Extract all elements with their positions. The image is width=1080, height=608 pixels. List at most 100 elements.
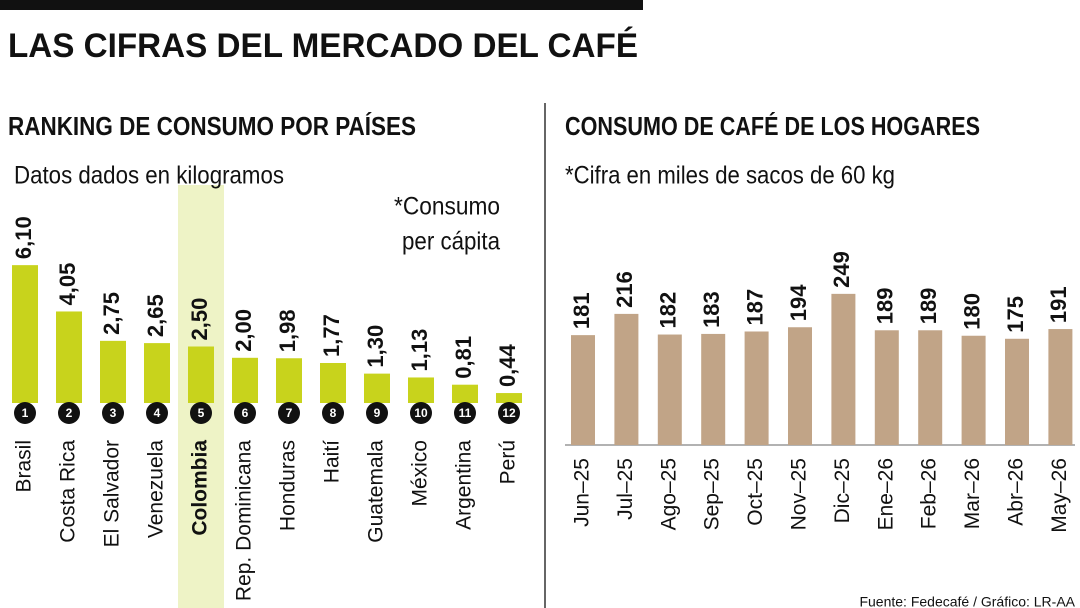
source: Fuente: Fedecafé / Gráfico: LR-AA xyxy=(859,594,1075,608)
value-label: 4,05 xyxy=(55,263,80,306)
x-tick-label: Guatemala xyxy=(365,440,388,543)
value-label: 0,44 xyxy=(495,343,520,387)
value-label: 2,65 xyxy=(143,294,168,337)
x-tick-label: Costa Rica xyxy=(57,440,80,543)
x-tick-label: Jul–25 xyxy=(614,458,637,520)
bar xyxy=(100,340,126,403)
bar xyxy=(276,358,302,403)
x-tick-label: Dic–25 xyxy=(831,458,854,523)
x-tick-label: Oct–25 xyxy=(744,458,767,526)
x-tick-label: Rep. Dominicana xyxy=(233,440,256,601)
rank-badge xyxy=(366,402,388,424)
rank-badge xyxy=(190,402,212,424)
bar xyxy=(1048,329,1073,445)
bar xyxy=(188,346,214,403)
x-tick-label: Mar–26 xyxy=(961,458,984,529)
bar xyxy=(1005,338,1029,445)
rank-badge xyxy=(234,402,256,424)
rank-number: 5 xyxy=(198,406,205,420)
page-title: LAS CIFRAS DEL MERCADO DEL CAFÉ xyxy=(8,27,638,65)
x-tick-label: Colombia xyxy=(189,440,212,536)
chart-title: RANKING DE CONSUMO POR PAÍSES xyxy=(8,111,416,141)
bar xyxy=(918,330,943,445)
note: per cápita xyxy=(402,228,500,256)
value-label: 249 xyxy=(829,251,854,288)
rank-badge xyxy=(58,402,80,424)
value-label: 189 xyxy=(873,288,898,325)
rank-number: 12 xyxy=(502,406,516,420)
x-tick-label: May–26 xyxy=(1048,458,1071,533)
x-tick-label: Nov–25 xyxy=(788,458,811,530)
x-tick-label: Ene–26 xyxy=(874,458,897,530)
value-label: 194 xyxy=(786,284,811,321)
bar xyxy=(657,334,682,445)
rank-number: 11 xyxy=(459,406,472,420)
bar xyxy=(364,373,390,403)
value-label: 6,10 xyxy=(11,216,36,259)
bar xyxy=(496,393,522,403)
value-label: 183 xyxy=(699,291,724,328)
rank-badge xyxy=(102,402,124,424)
rank-number: 3 xyxy=(110,406,117,420)
bar xyxy=(452,384,478,403)
bar xyxy=(874,330,899,445)
bar xyxy=(232,357,258,403)
rank-number: 8 xyxy=(330,406,337,420)
value-label: 1,77 xyxy=(319,314,344,357)
value-label: 181 xyxy=(569,292,594,329)
rank-badge xyxy=(278,402,300,424)
rank-number: 1 xyxy=(22,406,29,420)
rank-number: 6 xyxy=(242,406,249,420)
x-tick-label: Feb–26 xyxy=(918,458,941,529)
value-label: 187 xyxy=(742,289,767,326)
value-label: 1,30 xyxy=(363,325,388,368)
bar xyxy=(56,311,82,403)
value-label: 182 xyxy=(656,292,681,329)
bar xyxy=(788,327,812,445)
x-tick-label: El Salvador xyxy=(101,440,124,547)
x-tick-label: Argentina xyxy=(453,440,476,530)
bar xyxy=(320,362,346,403)
x-tick-label: Honduras xyxy=(277,440,300,531)
x-tick-label: Ago–25 xyxy=(657,458,680,530)
bar xyxy=(831,293,856,445)
value-label: 189 xyxy=(916,288,941,325)
chart-subtitle: Datos dados en kilogramos xyxy=(14,162,284,190)
rank-number: 10 xyxy=(414,406,428,420)
value-label: 180 xyxy=(959,293,984,330)
rank-number: 7 xyxy=(286,406,293,420)
chart-subtitle: *Cifra en miles de sacos de 60 kg xyxy=(565,162,895,190)
value-label: 2,00 xyxy=(231,309,256,352)
rank-badge xyxy=(322,402,344,424)
rank-badge xyxy=(146,402,168,424)
bar xyxy=(144,343,170,403)
value-label: 175 xyxy=(1003,296,1028,333)
bar xyxy=(614,313,639,445)
rank-number: 4 xyxy=(154,406,161,420)
x-tick-label: Abr–26 xyxy=(1005,458,1028,526)
bar xyxy=(961,335,986,445)
value-label: 216 xyxy=(612,271,637,308)
x-tick-label: Sep–25 xyxy=(701,458,724,530)
x-tick-label: Venezuela xyxy=(145,440,168,538)
rank-badge xyxy=(410,402,432,424)
x-tick-label: Perú xyxy=(497,440,520,484)
bar xyxy=(701,333,726,445)
bar xyxy=(408,377,434,403)
value-label: 0,81 xyxy=(451,336,476,379)
bar xyxy=(12,265,38,403)
top-rule xyxy=(0,0,643,10)
value-label: 2,75 xyxy=(99,292,124,335)
value-label: 1,98 xyxy=(275,309,300,352)
rank-badge xyxy=(454,402,476,424)
chart-title: CONSUMO DE CAFÉ DE LOS HOGARES xyxy=(565,111,980,141)
note: *Consumo xyxy=(394,193,500,221)
rank-badge xyxy=(498,402,520,424)
value-label: 1,13 xyxy=(407,329,432,372)
rank-badge xyxy=(14,402,36,424)
value-label: 2,50 xyxy=(187,298,212,341)
rank-number: 9 xyxy=(374,406,381,420)
x-tick-label: Haití xyxy=(321,440,344,483)
value-label: 191 xyxy=(1046,286,1071,323)
